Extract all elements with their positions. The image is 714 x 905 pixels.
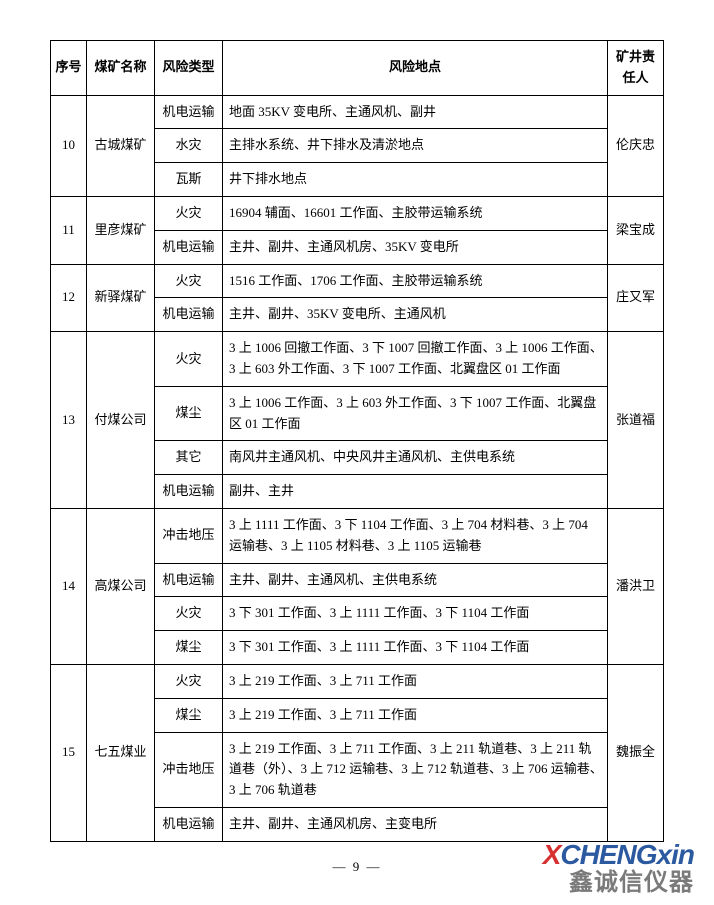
cell-loc: 3 上 1006 回撤工作面、3 下 1007 回撤工作面、3 上 1006 工… (223, 332, 608, 387)
cell-type: 煤尘 (155, 698, 223, 732)
risk-table: 序号 煤矿名称 风险类型 风险地点 矿井责任人 10古城煤矿机电运输地面 35K… (50, 40, 664, 842)
cell-type: 机电运输 (155, 475, 223, 509)
cell-type: 煤尘 (155, 386, 223, 441)
cell-seq: 15 (51, 664, 87, 841)
cell-loc: 主排水系统、井下排水及清淤地点 (223, 129, 608, 163)
cell-loc: 井下排水地点 (223, 163, 608, 197)
table-row: 15七五煤业火灾3 上 219 工作面、3 上 711 工作面魏振全 (51, 664, 664, 698)
cell-type: 机电运输 (155, 230, 223, 264)
cell-type: 火灾 (155, 664, 223, 698)
cell-type: 火灾 (155, 196, 223, 230)
cell-type: 煤尘 (155, 631, 223, 665)
cell-resp: 伦庆忠 (608, 95, 664, 196)
cell-type: 火灾 (155, 264, 223, 298)
cell-name: 七五煤业 (87, 664, 155, 841)
table-header-row: 序号 煤矿名称 风险类型 风险地点 矿井责任人 (51, 41, 664, 96)
cell-resp: 梁宝成 (608, 196, 664, 264)
cell-name: 付煤公司 (87, 332, 155, 509)
watermark-x: X (543, 839, 561, 870)
watermark-company: 鑫诚信仪器 (543, 871, 694, 895)
watermark-xin: xin (657, 839, 694, 870)
cell-loc: 3 上 219 工作面、3 上 711 工作面 (223, 664, 608, 698)
cell-resp: 张道福 (608, 332, 664, 509)
cell-loc: 3 下 301 工作面、3 上 1111 工作面、3 下 1104 工作面 (223, 597, 608, 631)
cell-loc: 16904 辅面、16601 工作面、主胶带运输系统 (223, 196, 608, 230)
cell-loc: 地面 35KV 变电所、主通风机、副井 (223, 95, 608, 129)
header-name: 煤矿名称 (87, 41, 155, 96)
table-row: 10古城煤矿机电运输地面 35KV 变电所、主通风机、副井伦庆忠 (51, 95, 664, 129)
table-row: 12新驿煤矿火灾1516 工作面、1706 工作面、主胶带运输系统庄又军 (51, 264, 664, 298)
watermark-logo-text: XCHENGxin (543, 841, 694, 869)
cell-loc: 副井、主井 (223, 475, 608, 509)
cell-type: 冲击地压 (155, 508, 223, 563)
cell-resp: 潘洪卫 (608, 508, 664, 664)
cell-loc: 3 上 219 工作面、3 上 711 工作面 (223, 698, 608, 732)
cell-seq: 10 (51, 95, 87, 196)
header-type: 风险类型 (155, 41, 223, 96)
cell-loc: 3 上 1006 工作面、3 上 603 外工作面、3 下 1007 工作面、北… (223, 386, 608, 441)
cell-name: 里彦煤矿 (87, 196, 155, 264)
cell-resp: 魏振全 (608, 664, 664, 841)
cell-seq: 11 (51, 196, 87, 264)
cell-loc: 3 下 301 工作面、3 上 1111 工作面、3 下 1104 工作面 (223, 631, 608, 665)
cell-name: 古城煤矿 (87, 95, 155, 196)
cell-loc: 主井、副井、35KV 变电所、主通风机 (223, 298, 608, 332)
watermark-cheng: CHENG (560, 839, 656, 870)
cell-type: 火灾 (155, 332, 223, 387)
cell-type: 机电运输 (155, 563, 223, 597)
cell-name: 新驿煤矿 (87, 264, 155, 332)
cell-type: 机电运输 (155, 807, 223, 841)
cell-loc: 3 上 219 工作面、3 上 711 工作面、3 上 211 轨道巷、3 上 … (223, 732, 608, 807)
table-row: 14高煤公司冲击地压3 上 1111 工作面、3 下 1104 工作面、3 上 … (51, 508, 664, 563)
cell-type: 水灾 (155, 129, 223, 163)
cell-loc: 1516 工作面、1706 工作面、主胶带运输系统 (223, 264, 608, 298)
cell-type: 火灾 (155, 597, 223, 631)
cell-name: 高煤公司 (87, 508, 155, 664)
cell-type: 瓦斯 (155, 163, 223, 197)
table-body: 10古城煤矿机电运输地面 35KV 变电所、主通风机、副井伦庆忠水灾主排水系统、… (51, 95, 664, 841)
cell-loc: 南风井主通风机、中央风井主通风机、主供电系统 (223, 441, 608, 475)
cell-type: 机电运输 (155, 95, 223, 129)
cell-loc: 主井、副井、主通风机、主供电系统 (223, 563, 608, 597)
watermark: XCHENGxin 鑫诚信仪器 (543, 841, 694, 895)
cell-type: 机电运输 (155, 298, 223, 332)
cell-loc: 3 上 1111 工作面、3 下 1104 工作面、3 上 704 材料巷、3 … (223, 508, 608, 563)
cell-type: 冲击地压 (155, 732, 223, 807)
header-seq: 序号 (51, 41, 87, 96)
table-row: 11里彦煤矿火灾16904 辅面、16601 工作面、主胶带运输系统梁宝成 (51, 196, 664, 230)
cell-loc: 主井、副井、主通风机房、35KV 变电所 (223, 230, 608, 264)
cell-seq: 14 (51, 508, 87, 664)
cell-seq: 13 (51, 332, 87, 509)
cell-loc: 主井、副井、主通风机房、主变电所 (223, 807, 608, 841)
table-row: 13付煤公司火灾3 上 1006 回撤工作面、3 下 1007 回撤工作面、3 … (51, 332, 664, 387)
header-loc: 风险地点 (223, 41, 608, 96)
cell-seq: 12 (51, 264, 87, 332)
cell-resp: 庄又军 (608, 264, 664, 332)
header-resp: 矿井责任人 (608, 41, 664, 96)
cell-type: 其它 (155, 441, 223, 475)
